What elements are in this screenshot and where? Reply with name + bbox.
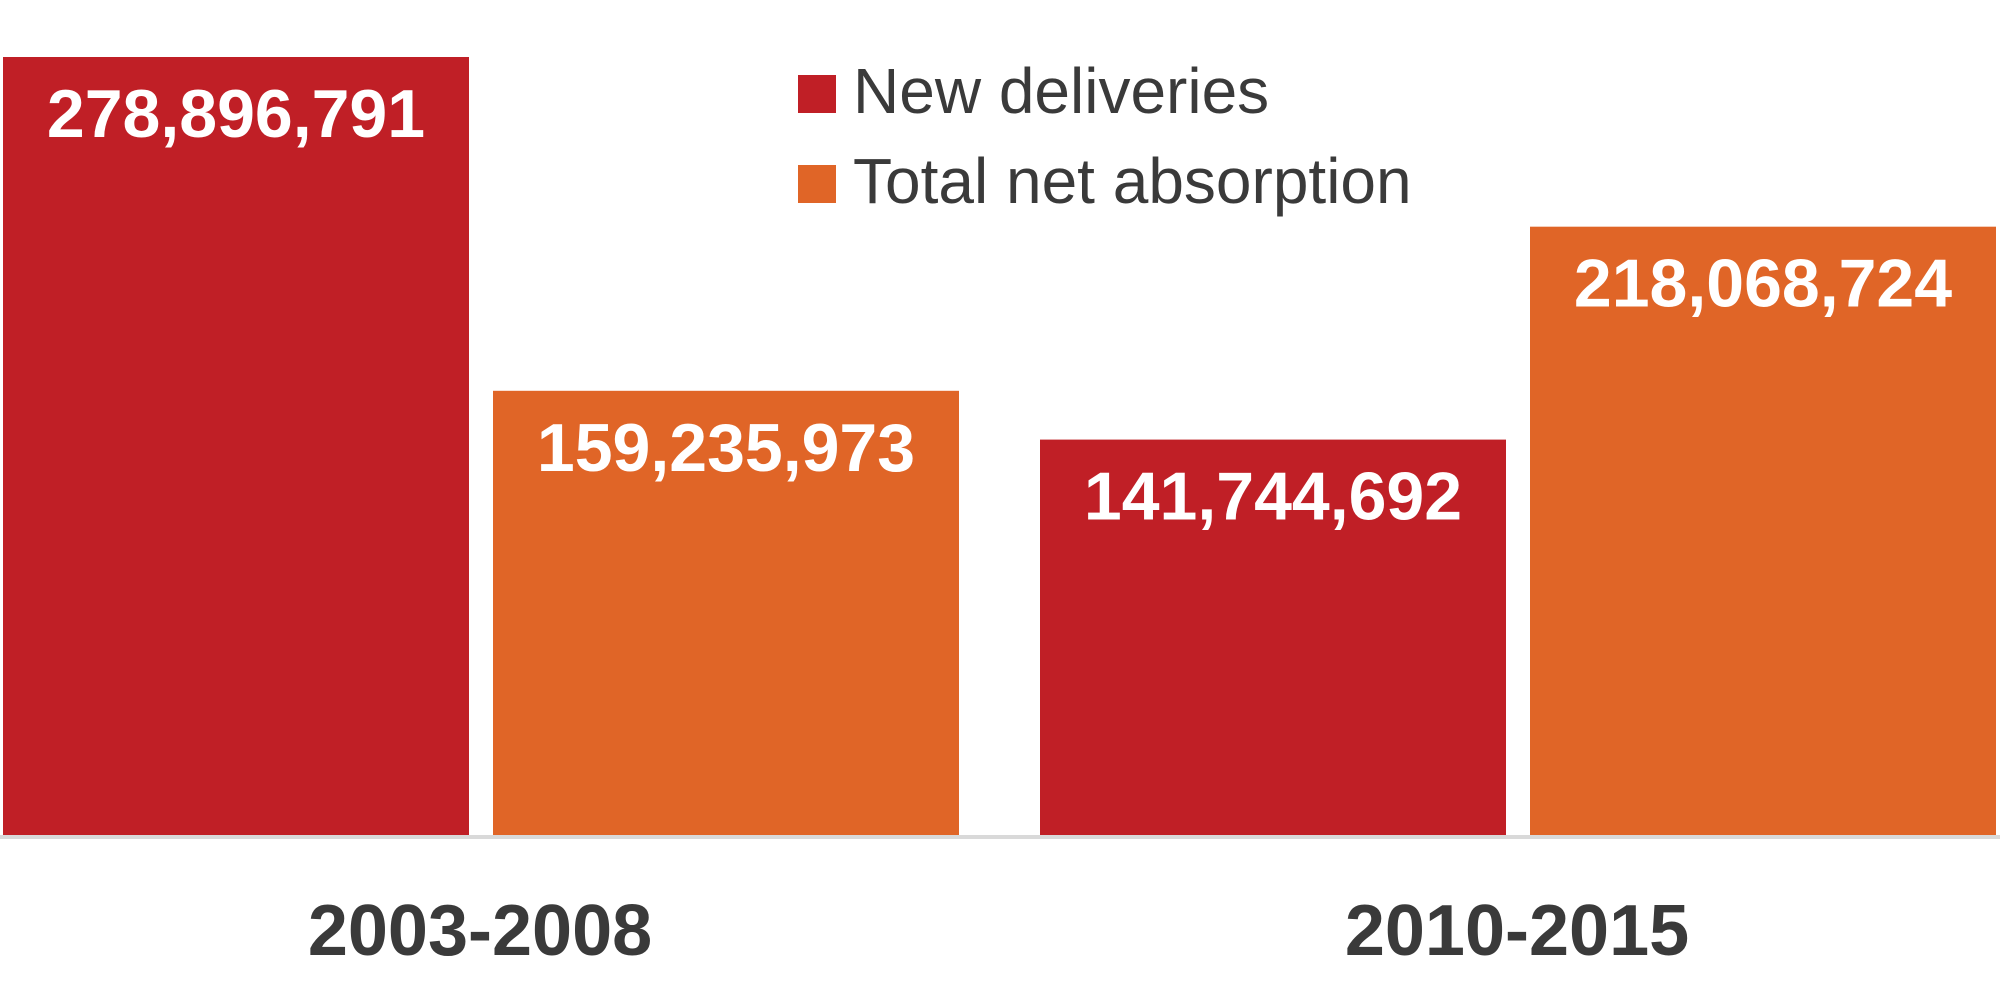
bar-total-net-absorption-2003-2008 bbox=[493, 390, 959, 835]
data-label-total-net-absorption-2010-2015: 218,068,724 bbox=[1574, 246, 1952, 322]
category-label-2010-2015: 2010-2015 bbox=[1345, 891, 1689, 971]
category-labels: 2003-2008 2010-2015 bbox=[308, 891, 1689, 971]
legend-swatch-new-deliveries bbox=[798, 75, 836, 113]
category-label-2003-2008: 2003-2008 bbox=[308, 891, 652, 971]
bars-group: 278,896,791 141,744,692 159,235,973 218,068… bbox=[3, 57, 1996, 835]
legend-swatch-total-net-absorption bbox=[798, 165, 836, 203]
legend-label-total-net-absorption: Total net absorption bbox=[853, 145, 1412, 217]
bar-new-deliveries-2003-2008 bbox=[3, 57, 469, 835]
legend: New deliveries Total net absorption bbox=[798, 55, 1412, 217]
bar-new-deliveries-2010-2015 bbox=[1040, 439, 1506, 835]
bar-total-net-absorption-2010-2015 bbox=[1530, 226, 1996, 835]
data-label-new-deliveries-2003-2008: 278,896,791 bbox=[47, 76, 425, 152]
data-label-total-net-absorption-2003-2008: 159,235,973 bbox=[537, 410, 915, 486]
legend-label-new-deliveries: New deliveries bbox=[853, 55, 1269, 127]
data-label-new-deliveries-2010-2015: 141,744,692 bbox=[1084, 459, 1462, 535]
